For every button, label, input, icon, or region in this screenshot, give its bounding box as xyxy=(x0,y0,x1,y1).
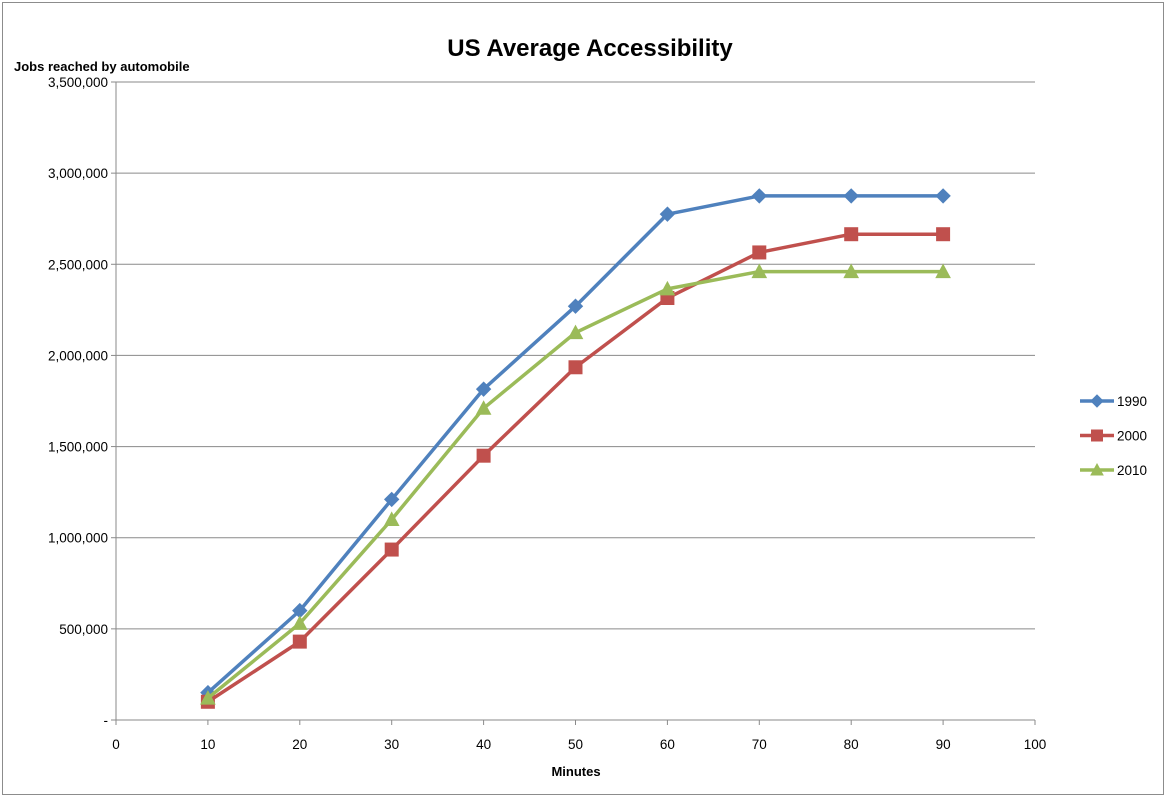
x-tick-label: 40 xyxy=(476,737,491,752)
data-point-1990 xyxy=(567,298,584,314)
legend-label-1990: 1990 xyxy=(1117,394,1147,409)
data-point-2010 xyxy=(567,324,584,340)
x-tick-label: 90 xyxy=(936,737,951,752)
axes xyxy=(111,81,1036,725)
x-tick-label: 100 xyxy=(1024,737,1047,752)
data-point-2000 xyxy=(936,227,951,242)
y-tick-label: 2,000,000 xyxy=(48,348,108,363)
legend: 1990 2000 2010 xyxy=(1080,394,1147,478)
y-tick-label: 2,500,000 xyxy=(48,257,108,272)
x-tick-label: 60 xyxy=(660,737,675,752)
legend-marker-1990 xyxy=(1090,394,1104,408)
data-point-1990 xyxy=(475,381,492,397)
x-tick-label: 10 xyxy=(200,737,215,752)
tick-labels: - 500,000 1,000,000 1,500,000 2,000,000 2,500… xyxy=(48,75,1046,752)
legend-label-2000: 2000 xyxy=(1117,429,1147,444)
x-axis-title: Minutes xyxy=(551,764,600,779)
y-axis-title: Jobs reached by automobile xyxy=(14,59,190,74)
chart-title: US Average Accessibility xyxy=(447,35,733,62)
data-point-1990 xyxy=(659,206,676,222)
data-point-2010 xyxy=(383,511,400,526)
legend-marker-2010 xyxy=(1090,462,1104,476)
data-point-2010 xyxy=(751,263,768,279)
x-tick-label: 20 xyxy=(292,737,307,752)
y-tick-label: - xyxy=(104,713,109,728)
data-point-2000 xyxy=(476,448,491,463)
data-point-2000 xyxy=(844,227,859,242)
x-tick-label: 50 xyxy=(568,737,583,752)
data-point-1990 xyxy=(751,188,768,204)
data-point-2010 xyxy=(200,690,216,705)
y-tick-label: 3,000,000 xyxy=(48,166,108,181)
data-point-2010 xyxy=(291,615,308,630)
data-point-2010 xyxy=(659,280,676,296)
data-point-2010 xyxy=(843,263,860,279)
data-point-2000 xyxy=(384,542,399,557)
data-point-2000 xyxy=(292,634,307,649)
data-point-1990 xyxy=(935,188,951,204)
data-point-2010 xyxy=(475,400,492,415)
y-tick-label: 1,500,000 xyxy=(48,440,108,455)
y-tick-label: 1,000,000 xyxy=(48,531,108,546)
y-tick-label: 500,000 xyxy=(59,622,108,637)
data-point-1990 xyxy=(383,491,400,508)
data-point-1990 xyxy=(843,188,859,204)
gridlines xyxy=(116,81,1035,630)
legend-label-2010: 2010 xyxy=(1117,463,1147,478)
data-point-2010 xyxy=(935,263,951,279)
data-point-2000 xyxy=(752,245,767,260)
series-lines xyxy=(200,188,951,709)
x-tick-label: 0 xyxy=(112,737,120,752)
x-tick-label: 80 xyxy=(844,737,859,752)
data-point-2000 xyxy=(568,360,583,375)
legend-marker-2000 xyxy=(1091,429,1103,442)
x-tick-label: 70 xyxy=(752,737,767,752)
y-tick-label: 3,500,000 xyxy=(48,75,108,90)
x-tick-label: 30 xyxy=(384,737,399,752)
